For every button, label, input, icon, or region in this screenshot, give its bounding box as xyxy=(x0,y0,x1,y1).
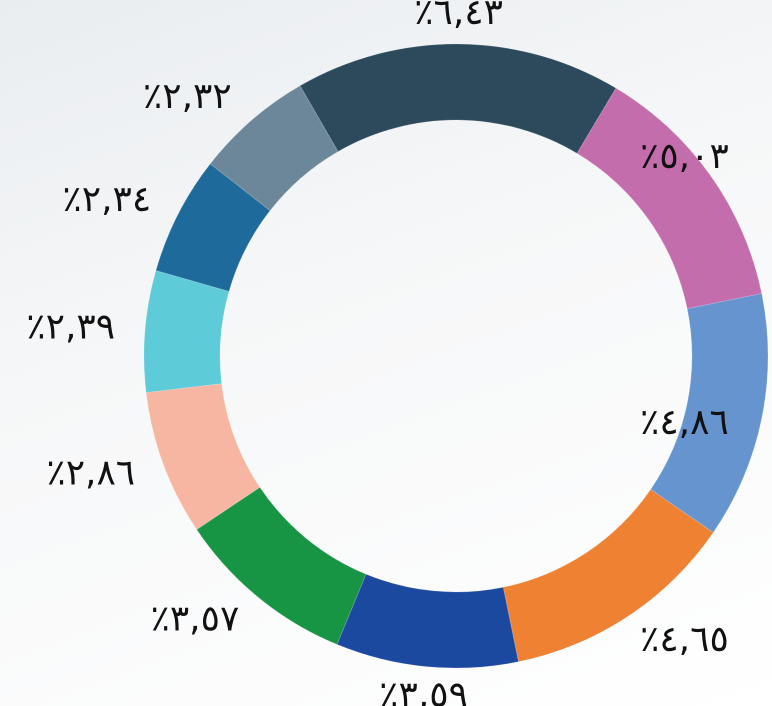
donut-slice xyxy=(299,43,617,155)
value-label: ٪٢,٣٩ xyxy=(26,307,115,348)
value-label: ٪٢,٣٢ xyxy=(143,76,232,117)
value-label: ٪٥,٠٣ xyxy=(640,136,729,177)
donut-slice xyxy=(209,85,339,212)
donut-slice xyxy=(336,573,520,669)
value-label: ٪٣,٥٩ xyxy=(379,674,468,706)
donut-slice xyxy=(143,269,230,394)
value-label: ٪٣,٥٧ xyxy=(150,599,239,640)
donut-slice xyxy=(649,292,769,534)
donut-slice xyxy=(195,486,367,646)
donut-slice xyxy=(576,87,763,310)
value-label: ٪٤,٦٥ xyxy=(640,619,729,660)
donut-slice xyxy=(502,488,714,663)
value-label: ٪٦,٤٣ xyxy=(414,0,503,33)
value-label: ٪٤,٨٦ xyxy=(640,402,729,443)
value-label: ٪٢,٨٦ xyxy=(46,452,135,493)
value-label: ٪٢,٣٤ xyxy=(62,179,151,220)
